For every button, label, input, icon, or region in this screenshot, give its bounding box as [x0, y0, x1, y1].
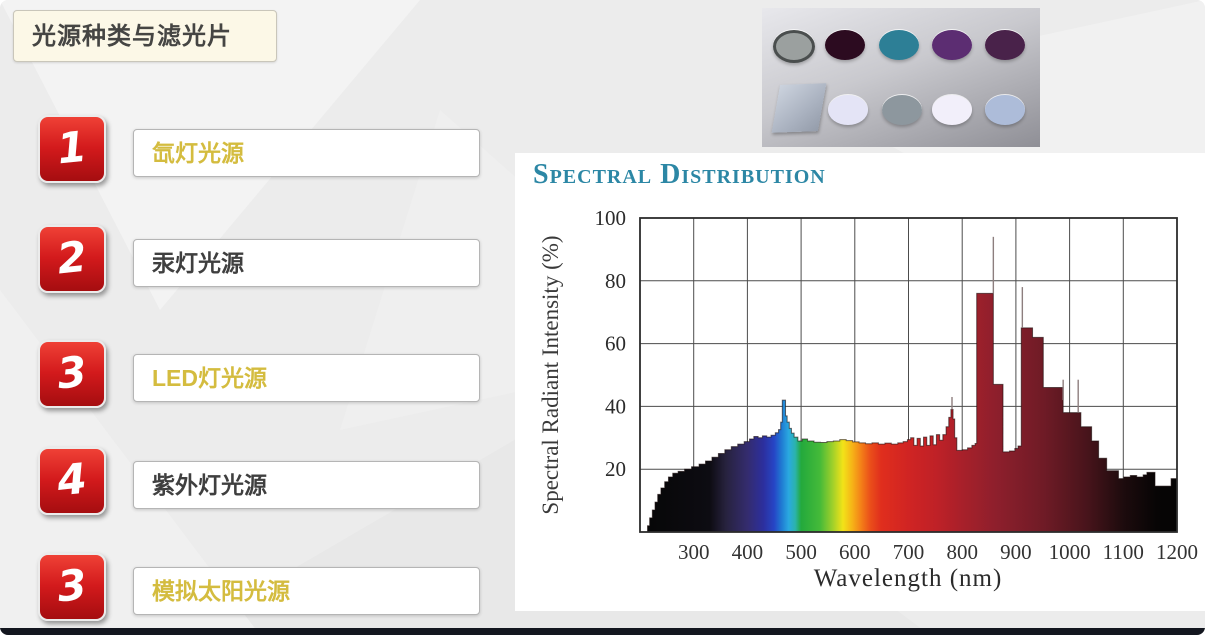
- optical-filters-photo: [762, 8, 1040, 147]
- svg-text:80: 80: [605, 269, 626, 293]
- item-number-badge: 1: [38, 115, 106, 183]
- item-number: 3: [54, 559, 90, 612]
- item-number: 2: [54, 231, 90, 284]
- slide-title-box: 光源种类与滤光片: [13, 10, 277, 62]
- svg-text:40: 40: [605, 394, 626, 418]
- item-label: 紫外灯光源: [152, 472, 267, 498]
- svg-text:20: 20: [605, 457, 626, 481]
- svg-text:400: 400: [732, 540, 764, 564]
- item-label-box: 模拟太阳光源: [133, 567, 480, 615]
- list-item-2: 2 汞灯光源: [0, 225, 515, 295]
- bottom-accent-bar: [0, 628, 1205, 635]
- filter-lens: [825, 30, 865, 60]
- filter-lens: [773, 30, 815, 63]
- list-item-4: 4 紫外灯光源: [0, 447, 515, 517]
- svg-text:1200: 1200: [1156, 540, 1198, 564]
- svg-text:60: 60: [605, 332, 626, 356]
- filter-lens: [932, 95, 972, 125]
- item-number-badge: 4: [38, 447, 106, 515]
- filter-square: [771, 83, 827, 133]
- item-number-badge: 3: [38, 340, 106, 408]
- filter-lens: [985, 30, 1025, 60]
- filter-lens: [879, 30, 919, 60]
- item-label: LED灯光源: [152, 365, 267, 391]
- chart-y-axis-label: Spectral Radiant Intensity (%): [538, 235, 563, 515]
- filter-lens: [828, 95, 868, 125]
- svg-text:700: 700: [893, 540, 925, 564]
- item-number: 4: [54, 453, 90, 506]
- item-number-badge: 3: [38, 553, 106, 621]
- svg-text:100: 100: [595, 206, 627, 230]
- chart-title: Spectral Distribution: [533, 159, 826, 190]
- chart-x-axis-label: Wavelength (nm): [813, 565, 1003, 592]
- item-label: 汞灯光源: [152, 250, 244, 276]
- spectral-chart-panel: Spectral Distribution Spectral Radiant I…: [515, 153, 1205, 611]
- item-label-box: 氙灯光源: [133, 129, 480, 177]
- spectral-distribution-chart: 20 40 60 80 100 300 400 500 600 700 800 900 1000 1100…: [595, 206, 1199, 564]
- svg-text:300: 300: [678, 540, 710, 564]
- item-label: 模拟太阳光源: [152, 578, 290, 604]
- item-label: 氙灯光源: [152, 140, 244, 166]
- svg-text:600: 600: [839, 540, 871, 564]
- item-number: 1: [54, 121, 90, 174]
- slide-title: 光源种类与滤光片: [32, 23, 232, 50]
- list-item-1: 1 氙灯光源: [0, 115, 515, 185]
- item-label-box: LED灯光源: [133, 354, 480, 402]
- svg-text:800: 800: [946, 540, 978, 564]
- filter-lens: [882, 95, 922, 125]
- svg-text:1000: 1000: [1049, 540, 1091, 564]
- filter-lens: [932, 30, 972, 60]
- list-item-3: 3 LED灯光源: [0, 340, 515, 410]
- svg-text:900: 900: [1000, 540, 1031, 564]
- item-label-box: 紫外灯光源: [133, 461, 480, 509]
- filter-lens: [985, 95, 1025, 125]
- list-item-5: 3 模拟太阳光源: [0, 553, 515, 623]
- svg-text:500: 500: [785, 540, 817, 564]
- svg-text:1100: 1100: [1103, 540, 1144, 564]
- item-label-box: 汞灯光源: [133, 239, 480, 287]
- item-number-badge: 2: [38, 225, 106, 293]
- item-number: 3: [54, 346, 90, 399]
